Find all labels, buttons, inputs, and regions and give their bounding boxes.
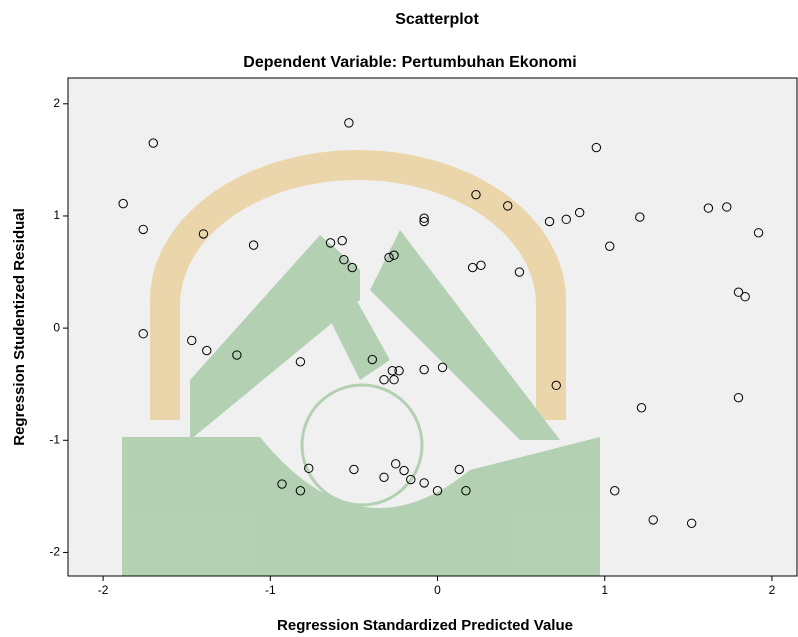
point bbox=[325, 238, 336, 248]
point bbox=[551, 380, 561, 391]
point bbox=[389, 250, 399, 260]
point bbox=[503, 201, 513, 211]
point bbox=[391, 459, 401, 469]
point bbox=[454, 464, 464, 475]
point bbox=[419, 364, 429, 375]
x-tick-label: -2 bbox=[98, 583, 109, 597]
point bbox=[248, 240, 259, 250]
point bbox=[399, 465, 409, 476]
point bbox=[304, 463, 314, 474]
point bbox=[337, 235, 347, 246]
point bbox=[379, 472, 389, 482]
x-tick-label: 1 bbox=[601, 583, 608, 597]
point bbox=[733, 287, 744, 297]
point bbox=[610, 486, 620, 496]
point bbox=[347, 262, 357, 273]
point bbox=[387, 366, 398, 376]
point bbox=[648, 515, 658, 525]
point bbox=[295, 357, 306, 367]
x-tick-label: -1 bbox=[265, 583, 276, 597]
point bbox=[514, 267, 525, 277]
point bbox=[202, 345, 212, 356]
point bbox=[419, 216, 429, 227]
point bbox=[295, 486, 306, 496]
point bbox=[703, 203, 714, 213]
point bbox=[561, 214, 571, 225]
point bbox=[138, 224, 148, 235]
watermark-globe bbox=[300, 383, 424, 507]
point bbox=[138, 329, 148, 339]
point bbox=[461, 486, 471, 496]
watermark bbox=[122, 150, 600, 576]
x-tick-label: 2 bbox=[769, 583, 776, 597]
point bbox=[232, 350, 242, 360]
point bbox=[686, 518, 697, 528]
y-tick-label: -2 bbox=[49, 545, 60, 559]
point bbox=[605, 241, 615, 251]
point bbox=[437, 362, 448, 373]
y-tick-label: -1 bbox=[49, 432, 60, 446]
point bbox=[591, 142, 602, 153]
point bbox=[367, 354, 378, 365]
point bbox=[419, 213, 429, 223]
y-tick-label: 0 bbox=[53, 320, 60, 334]
point bbox=[753, 228, 764, 238]
chart-title: Scatterplot bbox=[395, 11, 479, 28]
point bbox=[419, 478, 429, 488]
point bbox=[389, 375, 399, 385]
point bbox=[394, 366, 404, 376]
point bbox=[187, 335, 197, 346]
y-tick-label: 2 bbox=[53, 96, 60, 110]
point bbox=[198, 229, 209, 239]
point bbox=[733, 392, 744, 403]
watermark-base bbox=[122, 437, 600, 576]
x-tick-label: 0 bbox=[434, 583, 441, 597]
point bbox=[148, 138, 158, 148]
x-axis-label: Regression Standardized Predicted Value bbox=[277, 617, 573, 634]
plot-area bbox=[68, 78, 797, 576]
point bbox=[574, 207, 585, 218]
y-tick-label: 1 bbox=[53, 208, 60, 222]
point bbox=[406, 474, 416, 485]
point bbox=[384, 252, 394, 263]
point bbox=[476, 260, 486, 271]
point bbox=[379, 375, 389, 385]
watermark-shape bbox=[190, 230, 560, 440]
point bbox=[349, 464, 359, 475]
y-axis-label: Regression Studentized Residual bbox=[11, 208, 28, 446]
point bbox=[544, 216, 555, 227]
point bbox=[339, 255, 349, 265]
point bbox=[344, 118, 354, 128]
point bbox=[432, 486, 443, 496]
point bbox=[740, 292, 750, 302]
chart-subtitle: Dependent Variable: Pertumbuhan Ekonomi bbox=[243, 54, 576, 71]
point bbox=[722, 202, 732, 212]
point bbox=[467, 262, 478, 273]
point bbox=[277, 479, 287, 489]
point bbox=[471, 189, 481, 200]
point bbox=[118, 198, 128, 209]
plot-frame bbox=[67, 77, 798, 577]
point bbox=[635, 212, 645, 222]
point bbox=[636, 403, 647, 413]
